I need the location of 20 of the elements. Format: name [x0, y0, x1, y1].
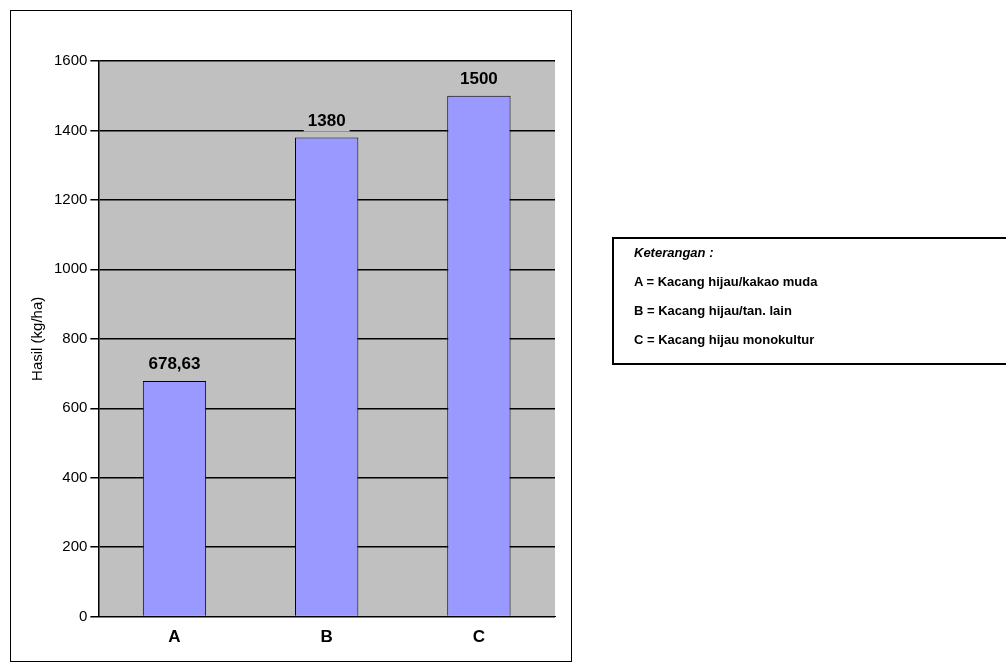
text: C = Kacang hijau monokultur — [634, 332, 816, 347]
text: Keterangan : — [634, 245, 715, 260]
y-tick-label: 600 — [62, 398, 88, 416]
text: A = Kacang hijau/kakao muda — [634, 274, 819, 289]
y-tick-label: 1200 — [53, 190, 88, 208]
x-tick-label: B — [320, 627, 333, 647]
y-tick-label: 200 — [62, 537, 88, 555]
text: B = Kacang hijau/tan. lain — [634, 303, 793, 318]
y-tick-label: 1600 — [53, 51, 88, 69]
data-label: 678,63 — [148, 354, 201, 374]
data-label: 1500 — [459, 68, 498, 88]
y-tick-label: 0 — [79, 606, 88, 624]
y-tick-label: 1400 — [53, 120, 88, 138]
y-tick-label: 1000 — [53, 259, 88, 277]
y-axis-title: Hasil (kg/ha) — [28, 296, 46, 381]
x-tick-label: A — [168, 627, 181, 647]
data-label: 1380 — [307, 110, 346, 130]
x-tick-label: C — [472, 627, 486, 647]
y-tick-label: 400 — [62, 467, 88, 485]
y-tick-label: 800 — [62, 328, 88, 346]
